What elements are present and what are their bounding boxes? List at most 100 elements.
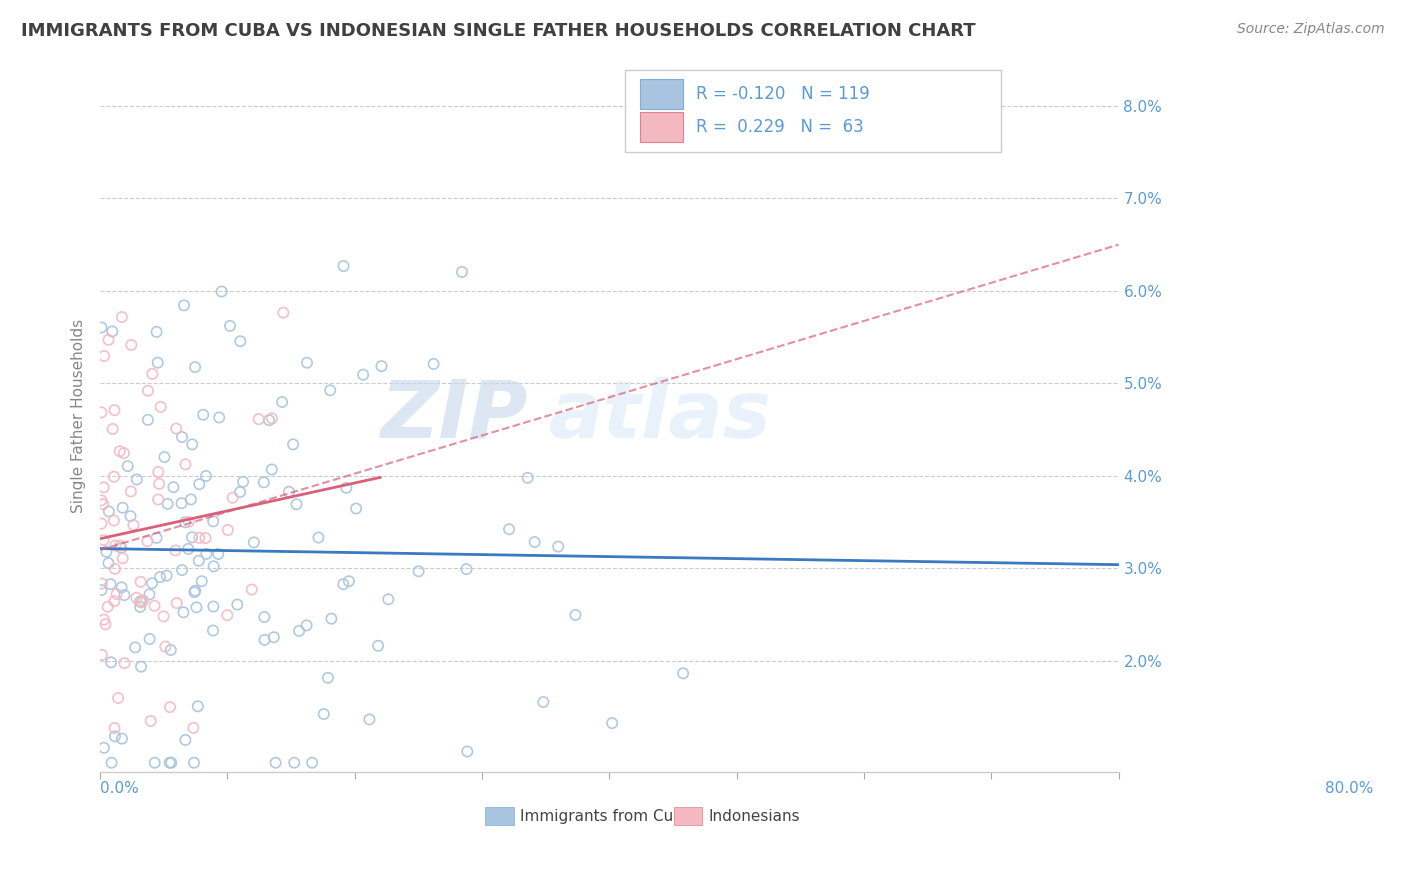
Text: Immigrants from Cuba: Immigrants from Cuba xyxy=(520,809,692,823)
Point xyxy=(111,551,134,566)
FancyBboxPatch shape xyxy=(640,78,683,109)
Point xyxy=(145,531,167,545)
Point xyxy=(195,469,218,483)
Point xyxy=(145,325,167,339)
Text: ZIP: ZIP xyxy=(381,376,527,455)
Point xyxy=(139,714,162,728)
Point xyxy=(319,384,342,398)
Point xyxy=(101,325,124,339)
Point xyxy=(97,333,120,347)
Point xyxy=(367,639,389,653)
Point xyxy=(91,648,114,662)
Point xyxy=(295,618,318,632)
Point xyxy=(422,357,444,371)
Point xyxy=(174,516,197,530)
Point xyxy=(90,493,112,508)
Point xyxy=(156,497,179,511)
Point xyxy=(156,568,179,582)
Point xyxy=(108,444,131,458)
Point xyxy=(170,563,193,577)
Point xyxy=(146,356,169,370)
Text: atlas: atlas xyxy=(548,376,770,455)
Point xyxy=(136,384,159,398)
Point xyxy=(531,695,554,709)
Point xyxy=(229,334,252,349)
Point xyxy=(97,504,120,518)
Point xyxy=(93,613,115,627)
Point xyxy=(165,421,187,435)
Point xyxy=(253,632,276,647)
Point xyxy=(277,484,299,499)
Point xyxy=(195,547,218,561)
Point xyxy=(90,405,112,419)
Point xyxy=(226,598,249,612)
Point xyxy=(108,539,131,553)
Point xyxy=(243,535,266,549)
FancyBboxPatch shape xyxy=(485,807,513,825)
Point xyxy=(155,640,177,654)
Point xyxy=(208,410,231,425)
Point xyxy=(217,523,239,537)
Point xyxy=(103,594,125,608)
Point xyxy=(184,360,207,375)
Point xyxy=(90,320,112,334)
Point xyxy=(159,643,181,657)
Point xyxy=(260,411,283,425)
Point xyxy=(105,587,128,601)
Point xyxy=(335,481,357,495)
Point xyxy=(240,582,263,597)
Point xyxy=(564,607,586,622)
Point xyxy=(672,666,695,681)
Point xyxy=(232,475,254,489)
Point xyxy=(264,756,287,770)
Point xyxy=(174,458,197,472)
Point xyxy=(283,756,305,770)
Point xyxy=(103,721,125,735)
Point xyxy=(101,422,124,436)
Point xyxy=(90,576,112,591)
Point xyxy=(188,531,211,545)
Point xyxy=(498,522,520,536)
Text: R =  0.229   N =  63: R = 0.229 N = 63 xyxy=(696,118,863,136)
Point xyxy=(114,588,136,602)
Point xyxy=(125,472,148,486)
Point xyxy=(174,733,197,747)
Point xyxy=(110,580,132,594)
Point xyxy=(120,484,142,499)
Point xyxy=(138,587,160,601)
Point xyxy=(456,744,478,758)
Point xyxy=(451,265,474,279)
Point xyxy=(104,562,127,576)
Point xyxy=(129,659,152,673)
Point xyxy=(194,531,217,545)
Point xyxy=(146,492,169,507)
Point xyxy=(136,413,159,427)
Point xyxy=(125,591,148,605)
Point xyxy=(153,450,176,464)
Point xyxy=(337,574,360,589)
Point xyxy=(186,600,208,615)
Point xyxy=(183,756,205,770)
Point xyxy=(516,471,538,485)
Point xyxy=(103,514,125,528)
Text: Indonesians: Indonesians xyxy=(709,809,800,823)
Text: 80.0%: 80.0% xyxy=(1324,780,1374,796)
Point xyxy=(110,541,132,555)
Point xyxy=(149,570,172,584)
Point xyxy=(352,368,374,382)
Point xyxy=(211,285,233,299)
Point xyxy=(149,400,172,414)
Point xyxy=(97,599,120,614)
Point xyxy=(93,533,115,547)
Point xyxy=(170,496,193,510)
Point xyxy=(273,305,295,319)
Point xyxy=(143,756,166,770)
Text: Source: ZipAtlas.com: Source: ZipAtlas.com xyxy=(1237,22,1385,37)
Point xyxy=(316,671,339,685)
Point xyxy=(166,596,188,610)
Point xyxy=(193,408,215,422)
Point xyxy=(600,716,623,731)
Point xyxy=(162,480,184,494)
Point xyxy=(141,367,163,381)
Point xyxy=(253,475,276,490)
